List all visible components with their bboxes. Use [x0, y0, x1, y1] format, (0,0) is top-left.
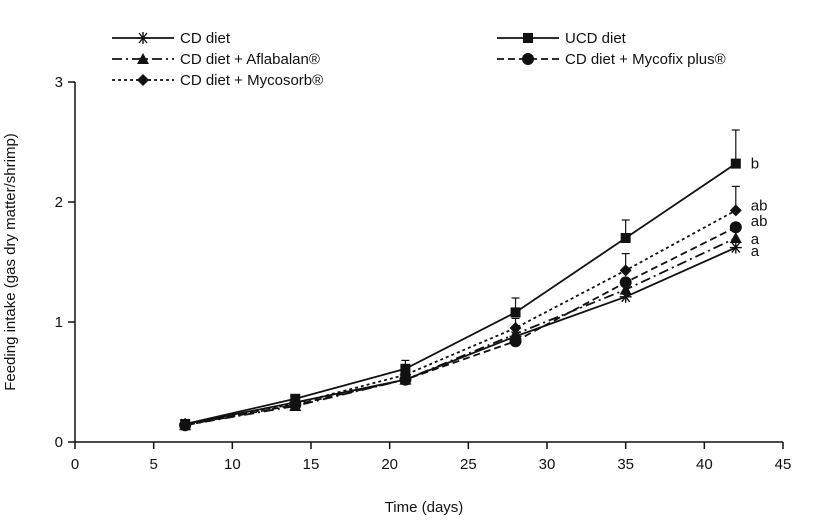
x-tick-label: 0 — [71, 456, 79, 473]
data-point — [729, 221, 742, 234]
x-tick-label: 5 — [149, 456, 157, 473]
data-point — [510, 307, 521, 318]
x-tick-label: 30 — [539, 456, 556, 473]
legend-entry: CD diet + Mycofix plus® — [497, 51, 726, 68]
data-point — [730, 158, 741, 169]
data-point — [509, 322, 522, 334]
data-point — [729, 232, 742, 243]
x-tick-label: 25 — [460, 456, 477, 473]
legend-marker — [137, 32, 149, 44]
legend-marker — [523, 33, 533, 43]
legend-label: CD diet + Mycofix plus® — [565, 51, 726, 68]
legend-entry: CD diet + Aflabalan® — [112, 51, 320, 68]
legend-label: UCD diet — [565, 30, 627, 47]
legend-marker — [522, 53, 534, 65]
series-square — [180, 129, 741, 429]
y-tick-label: 0 — [55, 434, 63, 451]
legend-entry: CD diet — [112, 30, 231, 47]
x-tick-label: 45 — [775, 456, 792, 473]
legend-label: CD diet — [180, 30, 231, 47]
significance-label: ab — [751, 198, 768, 215]
significance-label: b — [751, 156, 759, 173]
legend: CD diet UCD diet CD diet + Aflabalan® CD di… — [112, 30, 726, 89]
y-tick-label: 2 — [55, 194, 63, 211]
legend-marker — [137, 53, 149, 64]
significance-label: a — [751, 231, 760, 248]
y-tick-label: 3 — [55, 74, 63, 91]
data-point — [289, 397, 302, 410]
x-axis-label: Time (days) — [385, 499, 464, 516]
x-tick-label: 40 — [696, 456, 713, 473]
series-line — [184, 226, 737, 427]
series-layer — [179, 129, 742, 432]
series-line — [184, 209, 737, 427]
x-tick-label: 35 — [617, 456, 634, 473]
data-point — [619, 276, 632, 289]
legend-entry: CD diet + Mycosorb® — [112, 72, 323, 89]
series-line — [184, 237, 737, 427]
legend-label: CD diet + Aflabalan® — [180, 51, 320, 68]
x-tick-label: 15 — [303, 456, 320, 473]
legend-marker — [137, 74, 149, 86]
axes: 0 5 10 15 20 25 30 35 40 45 0 1 2 3 — [55, 74, 792, 473]
series-diamond — [179, 185, 742, 432]
data-point — [399, 368, 412, 381]
data-point — [619, 264, 632, 277]
data-point — [179, 419, 192, 432]
data-point — [619, 283, 632, 295]
legend-entry: UCD diet — [497, 30, 627, 47]
data-point — [729, 241, 742, 254]
significance-label: a — [751, 243, 760, 260]
series-asterisk — [179, 241, 742, 430]
data-point — [509, 335, 522, 348]
data-point — [729, 204, 742, 217]
significance-label: ab — [751, 213, 768, 230]
x-tick-label: 20 — [381, 456, 398, 473]
series-line — [184, 246, 737, 425]
x-tick-label: 10 — [224, 456, 241, 473]
data-point — [620, 233, 631, 243]
series-line — [184, 162, 737, 425]
legend-label: CD diet + Mycosorb® — [180, 72, 323, 89]
y-axis-label: Feeding intake (gas dry matter/shrimp) — [2, 133, 19, 391]
series-triangle — [179, 232, 742, 431]
y-tick-label: 1 — [55, 314, 63, 331]
